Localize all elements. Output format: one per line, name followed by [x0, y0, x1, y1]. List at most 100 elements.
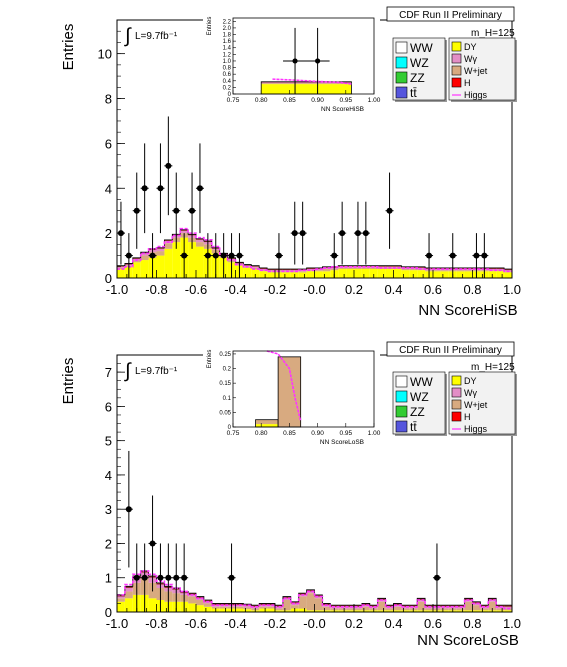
- bar-w+jet: [456, 608, 465, 611]
- bar-w: [124, 588, 133, 592]
- bar-dy: [401, 610, 410, 612]
- bar-w: [196, 598, 204, 601]
- legend-label: W+jet: [464, 66, 488, 76]
- data-point: [481, 252, 488, 259]
- bar-w: [188, 594, 196, 597]
- bar-w: [298, 594, 307, 597]
- inset-x-tick-label: 1.00: [368, 97, 381, 104]
- bar-w+jet: [117, 598, 125, 602]
- bar-dy: [417, 610, 426, 612]
- bar-dy: [282, 272, 291, 278]
- higgs-line: [117, 570, 512, 610]
- mass-label: m_H=125: [471, 362, 515, 373]
- bar-ww: [440, 267, 449, 270]
- bar-ww: [298, 269, 307, 271]
- bar-w+jet: [385, 608, 394, 611]
- bar-w: [196, 239, 204, 243]
- bar-dy: [243, 609, 252, 612]
- data-point: [165, 162, 172, 169]
- bar-w+jet: [346, 267, 354, 270]
- x-tick-label: 0.2: [345, 616, 363, 631]
- bar-ww: [417, 266, 426, 268]
- bar-w: [393, 605, 402, 607]
- bar-w+jet: [196, 600, 204, 606]
- bar-w: [211, 605, 220, 607]
- data-point: [149, 252, 156, 259]
- legend-label: Wγ: [464, 388, 477, 398]
- data-point: [291, 230, 298, 237]
- bar-ww: [164, 239, 173, 241]
- bar-w: [346, 606, 354, 609]
- bar-ww: [132, 257, 141, 259]
- bar-w: [369, 606, 378, 609]
- legend-label: Wγ: [464, 54, 477, 64]
- bar-w: [267, 270, 275, 272]
- inset-bar: [261, 82, 352, 84]
- x-axis-label: NN ScoreLoSB: [417, 632, 519, 649]
- bar-w+jet: [377, 601, 386, 611]
- bar-w: [314, 269, 323, 271]
- bar-w+jet: [401, 608, 410, 611]
- bar-w: [117, 596, 125, 599]
- legend-label: WZ: [410, 56, 429, 70]
- bar-w+jet: [464, 270, 473, 272]
- inset-bar: [261, 83, 352, 85]
- bar-dy: [306, 271, 315, 278]
- bar-dy: [203, 606, 212, 612]
- bar-dy: [140, 260, 149, 278]
- legend-label: tt̄: [410, 420, 417, 434]
- bar-w+jet: [275, 608, 283, 611]
- bar-dy: [456, 271, 465, 278]
- bar-w: [456, 606, 465, 609]
- legend-swatch: [451, 399, 462, 410]
- bar-ww: [361, 603, 370, 606]
- inset-bar: [278, 356, 301, 427]
- inset-y-tick-label: 1.4: [223, 46, 232, 52]
- inset-bar: [255, 424, 279, 427]
- bar-ww: [369, 605, 378, 607]
- x-tick-label: 0.4: [384, 616, 402, 631]
- bar-w: [259, 269, 268, 271]
- data-point: [141, 185, 148, 192]
- bar-w: [425, 606, 433, 609]
- data-point: [196, 185, 203, 192]
- bar-dy: [440, 610, 449, 612]
- inset-x-tick-label: 0.90: [311, 430, 324, 437]
- bar-w+jet: [306, 270, 315, 272]
- bar-w: [251, 606, 260, 609]
- data-point: [228, 252, 235, 259]
- inset-x-tick-label: 1.00: [368, 430, 381, 437]
- bar-w: [361, 266, 370, 268]
- bar-dy: [480, 610, 489, 612]
- data-point: [228, 574, 235, 581]
- integral-symbol: ∫: [124, 360, 132, 382]
- data-point: [125, 506, 132, 513]
- bar-ww: [361, 265, 370, 267]
- bar-ww: [251, 265, 260, 267]
- bar-dy: [456, 610, 465, 612]
- inset-y-tick-label: 0.6: [223, 72, 232, 78]
- x-tick-label: -1.0: [106, 616, 128, 631]
- x-tick-label: -0.8: [145, 616, 167, 631]
- y-tick-label: 6: [105, 136, 112, 151]
- bar-w: [203, 601, 212, 604]
- inset-y-tick-label: 1.0: [223, 59, 232, 65]
- bar-w+jet: [124, 591, 133, 599]
- bar-dy: [496, 271, 505, 278]
- y-tick-label: 4: [105, 181, 112, 196]
- bar-ww: [235, 603, 244, 606]
- x-tick-label: 1.0: [503, 282, 521, 297]
- legend-swatch: [451, 53, 462, 64]
- legend-swatch: [451, 65, 462, 76]
- data-point: [386, 207, 393, 214]
- inset-x-tick-label: 0.90: [311, 97, 324, 104]
- bar-dy: [504, 610, 512, 612]
- bar-ww: [504, 269, 512, 271]
- bar-dy: [346, 610, 354, 612]
- bar-w+jet: [188, 596, 196, 604]
- bar-ww: [401, 605, 410, 607]
- inset-y-axis-label: Entries: [207, 17, 213, 36]
- legend-swatch: [451, 387, 462, 398]
- bar-w+jet: [361, 606, 370, 611]
